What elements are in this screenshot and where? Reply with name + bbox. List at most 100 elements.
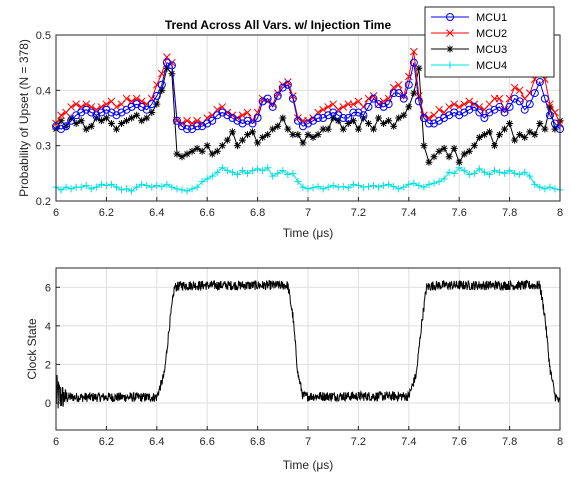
- bottom-x-tick-label: 8: [557, 436, 563, 448]
- series-mcu1-point: [359, 111, 368, 120]
- series-mcu4-point: [304, 185, 312, 193]
- series-mcu4-point: [415, 182, 423, 190]
- top-x-tick-label: 6.2: [99, 207, 114, 219]
- series-mcu2-point: [409, 47, 418, 56]
- series-mcu3-point: [455, 158, 463, 166]
- top-x-tick-label: 6.6: [200, 207, 215, 219]
- series-mcu4-point: [294, 178, 302, 186]
- bottom-x-tick-label: 6.6: [200, 436, 215, 448]
- series-mcu4-point: [546, 183, 554, 191]
- series-mcu1-point: [480, 114, 489, 122]
- series-mcu4-point: [385, 180, 393, 188]
- series-mcu4-point: [188, 185, 196, 193]
- series-mcu1-point: [208, 116, 217, 125]
- series-mcu3-point: [420, 142, 428, 150]
- series-mcu3-point: [87, 122, 95, 130]
- series-mcu3-point: [193, 144, 201, 152]
- series-mcu1-point: [172, 116, 181, 125]
- series-mcu4-point: [203, 175, 211, 183]
- series-mcu1-point: [525, 100, 534, 109]
- series-mcu3-point: [516, 131, 524, 139]
- series-mcu3-point: [269, 125, 277, 133]
- series-mcu4-point: [395, 185, 403, 193]
- series-mcu3-point: [541, 125, 549, 133]
- series-mcu2-point: [551, 108, 559, 117]
- series-mcu3-point: [112, 125, 120, 133]
- top-x-tick-label: 8: [557, 207, 563, 219]
- series-mcu3-point: [380, 120, 388, 128]
- series-mcu2-point: [450, 100, 459, 109]
- series-mcu1-point: [505, 102, 514, 111]
- series-mcu3-point: [390, 122, 398, 130]
- series-mcu3-point: [440, 144, 448, 152]
- series-mcu3-point: [460, 150, 468, 158]
- series-mcu4: [52, 164, 564, 195]
- series-mcu3-point: [445, 153, 453, 161]
- series-mcu4-point: [344, 184, 352, 192]
- series-mcu4-point: [62, 183, 70, 191]
- series-mcu4-point: [496, 168, 504, 176]
- series-mcu4-point: [148, 183, 156, 191]
- series-mcu3-point: [385, 117, 393, 125]
- series-mcu3-point: [97, 117, 105, 125]
- series-mcu4-point: [198, 178, 206, 186]
- series-mcu1-point: [535, 78, 544, 87]
- series-mcu2-point: [445, 103, 453, 111]
- bottom-y-tick-label: 0: [45, 398, 51, 410]
- series-mcu1-point: [193, 122, 202, 131]
- series-mcu3-point: [223, 136, 231, 144]
- series-mcu3-point: [546, 103, 554, 111]
- series-mcu4-point: [551, 185, 559, 193]
- series-mcu4-point: [485, 170, 493, 178]
- legend-label-mcu1: MCU1: [476, 12, 507, 24]
- series-mcu1-point: [339, 114, 348, 122]
- series-mcu3-point: [264, 131, 272, 139]
- series-mcu3-point: [77, 117, 85, 125]
- bottom-x-tick-label: 7.2: [351, 436, 366, 448]
- series-mcu4-point: [309, 184, 317, 192]
- series-mcu4-point: [465, 170, 473, 178]
- series-mcu3-point: [475, 133, 483, 141]
- series-mcu3-point: [153, 100, 161, 108]
- series-mcu1-point: [540, 94, 549, 103]
- clock-state-plot: 6 6.2 6.4 6.6 6.8 7 7.2 7.4 7.6 7.8 8 0 2 4 6 Time (μ…: [25, 267, 563, 472]
- bottom-y-tick-label: 2: [45, 359, 51, 371]
- series-mcu2-point: [57, 111, 65, 120]
- series-mcu2-point: [273, 89, 282, 97]
- series-mcu4-point: [450, 169, 458, 177]
- series-mcu4-point: [274, 169, 282, 177]
- series-mcu4-point: [233, 170, 241, 178]
- series-mcu4-point: [244, 169, 252, 177]
- series-mcu3-point: [198, 147, 206, 155]
- series-mcu3-point: [324, 125, 332, 133]
- series-mcu3-point: [254, 139, 262, 147]
- series-mcu3-point: [430, 153, 438, 161]
- series-mcu3-point: [102, 114, 110, 122]
- top-y-tick-label: 0.4: [36, 85, 51, 97]
- series-mcu3-point: [128, 114, 136, 122]
- series-mcu4-point: [400, 183, 408, 191]
- series-mcu3: [52, 64, 564, 166]
- series-mcu4-point: [284, 170, 292, 178]
- bottom-y-tick-labels: 0 2 4 6: [45, 282, 51, 410]
- series-mcu1-point: [268, 102, 277, 111]
- series-mcu4-point: [143, 182, 151, 190]
- series-mcu3-point: [67, 114, 75, 122]
- series-mcu4-point: [440, 175, 448, 183]
- series-mcu3-point: [259, 133, 267, 141]
- series-mcu4-point: [334, 183, 342, 191]
- series-mcu4-point: [228, 168, 236, 176]
- series-mcu1-point: [545, 111, 554, 120]
- series-mcu1-point: [389, 89, 398, 98]
- bottom-series-lines: [55, 279, 561, 409]
- series-mcu2-point: [349, 100, 358, 109]
- series-mcu4-point: [112, 183, 120, 191]
- series-mcu3-point: [107, 120, 115, 128]
- series-mcu1-point: [157, 80, 166, 89]
- series-mcu3-point: [82, 125, 90, 133]
- series-mcu1-point: [273, 91, 282, 100]
- top-y-tick-label: 0.2: [36, 196, 51, 208]
- series-mcu3-point: [183, 150, 191, 158]
- series-mcu2-point: [470, 100, 479, 109]
